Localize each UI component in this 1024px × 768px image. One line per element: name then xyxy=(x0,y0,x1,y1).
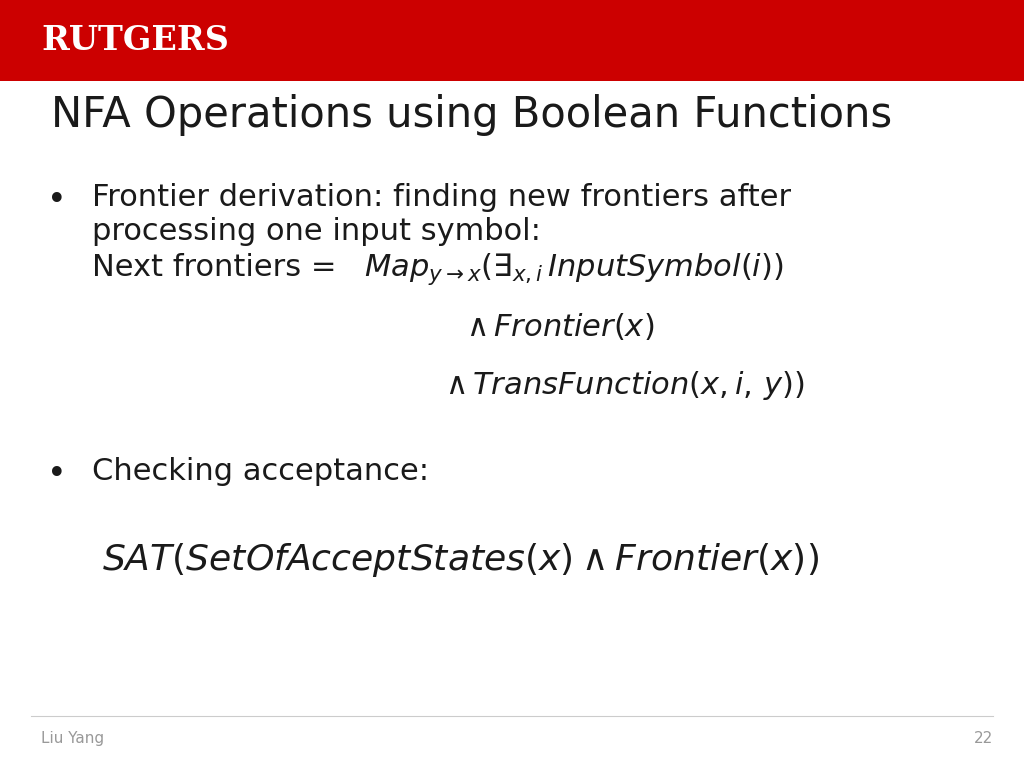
Text: Next frontiers =: Next frontiers = xyxy=(92,253,337,283)
Text: Frontier derivation: finding new frontiers after: Frontier derivation: finding new frontie… xyxy=(92,183,792,212)
Text: •: • xyxy=(46,184,67,217)
Text: processing one input symbol:: processing one input symbol: xyxy=(92,217,541,246)
Text: NFA Operations using Boolean Functions: NFA Operations using Boolean Functions xyxy=(51,94,892,136)
Text: $\wedge\,\mathit{Frontier}(x)$: $\wedge\,\mathit{Frontier}(x)$ xyxy=(466,311,654,342)
Text: $\wedge\,\mathit{TransFunction}(x,i,\,y))$: $\wedge\,\mathit{TransFunction}(x,i,\,y)… xyxy=(445,369,805,402)
FancyBboxPatch shape xyxy=(0,0,1024,81)
Text: $\mathit{SAT}(\mathit{SetOfAcceptStates}(x) \wedge \mathit{Frontier}(x))$: $\mathit{SAT}(\mathit{SetOfAcceptStates}… xyxy=(102,541,819,579)
Text: 22: 22 xyxy=(974,731,993,746)
Text: •: • xyxy=(46,458,67,492)
Text: Checking acceptance:: Checking acceptance: xyxy=(92,457,429,486)
Text: RUTGERS: RUTGERS xyxy=(41,24,228,57)
Text: Liu Yang: Liu Yang xyxy=(41,731,104,746)
Text: $\mathit{Map}_{y \rightarrow x}(\exists_{x,i}\,\mathit{InputSymbol}(i)$): $\mathit{Map}_{y \rightarrow x}(\exists_… xyxy=(364,251,783,287)
